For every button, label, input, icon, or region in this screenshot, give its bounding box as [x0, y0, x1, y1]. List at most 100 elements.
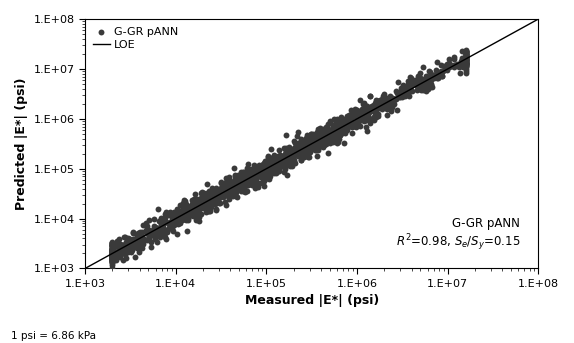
G-GR pANN [207, 201, 216, 207]
G-GR pANN [119, 234, 128, 240]
G-GR pANN [303, 145, 312, 150]
G-GR pANN [120, 252, 129, 257]
G-GR pANN [344, 120, 354, 125]
G-GR pANN [273, 153, 282, 158]
G-GR pANN [400, 93, 409, 98]
G-GR pANN [205, 199, 214, 205]
G-GR pANN [214, 200, 223, 205]
G-GR pANN [166, 224, 175, 230]
G-GR pANN [362, 115, 371, 120]
G-GR pANN [134, 246, 144, 251]
G-GR pANN [213, 192, 222, 198]
G-GR pANN [240, 189, 249, 194]
G-GR pANN [327, 137, 336, 142]
G-GR pANN [284, 150, 293, 155]
G-GR pANN [289, 150, 298, 155]
G-GR pANN [310, 147, 319, 153]
G-GR pANN [406, 81, 416, 87]
G-GR pANN [180, 214, 189, 220]
G-GR pANN [108, 257, 117, 262]
G-GR pANN [382, 106, 391, 111]
G-GR pANN [210, 190, 219, 195]
G-GR pANN [164, 220, 173, 225]
G-GR pANN [383, 112, 392, 118]
G-GR pANN [198, 199, 207, 204]
G-GR pANN [236, 184, 245, 189]
G-GR pANN [238, 182, 247, 188]
G-GR pANN [311, 134, 320, 140]
G-GR pANN [421, 78, 430, 84]
G-GR pANN [203, 201, 212, 206]
G-GR pANN [201, 199, 211, 204]
G-GR pANN [202, 205, 211, 211]
G-GR pANN [285, 150, 294, 155]
G-GR pANN [203, 198, 212, 203]
G-GR pANN [336, 120, 345, 126]
G-GR pANN [310, 141, 319, 146]
G-GR pANN [158, 223, 167, 228]
G-GR pANN [347, 130, 356, 135]
G-GR pANN [268, 166, 277, 172]
G-GR pANN [318, 139, 327, 145]
G-GR pANN [321, 124, 331, 129]
G-GR pANN [312, 147, 321, 153]
G-GR pANN [278, 161, 287, 167]
G-GR pANN [255, 167, 264, 172]
G-GR pANN [236, 173, 245, 178]
G-GR pANN [239, 176, 249, 181]
G-GR pANN [168, 221, 177, 226]
G-GR pANN [267, 159, 276, 165]
G-GR pANN [276, 160, 285, 165]
G-GR pANN [108, 253, 117, 259]
G-GR pANN [221, 187, 230, 193]
G-GR pANN [404, 90, 413, 95]
G-GR pANN [347, 107, 356, 113]
G-GR pANN [296, 138, 305, 143]
G-GR pANN [244, 182, 253, 188]
G-GR pANN [290, 160, 299, 166]
G-GR pANN [398, 82, 408, 88]
G-GR pANN [407, 88, 416, 93]
G-GR pANN [391, 96, 400, 102]
G-GR pANN [177, 217, 187, 223]
G-GR pANN [253, 167, 262, 172]
G-GR pANN [235, 180, 244, 185]
G-GR pANN [408, 82, 417, 88]
G-GR pANN [273, 166, 282, 172]
G-GR pANN [204, 194, 213, 200]
G-GR pANN [265, 165, 274, 170]
G-GR pANN [249, 179, 258, 185]
G-GR pANN [304, 153, 313, 159]
G-GR pANN [268, 164, 277, 169]
G-GR pANN [239, 169, 248, 175]
G-GR pANN [436, 69, 445, 74]
G-GR pANN [244, 180, 253, 185]
G-GR pANN [296, 149, 305, 155]
G-GR pANN [108, 247, 117, 252]
G-GR pANN [321, 141, 331, 146]
G-GR pANN [163, 228, 172, 233]
G-GR pANN [388, 104, 397, 109]
G-GR pANN [108, 257, 117, 263]
G-GR pANN [289, 157, 298, 163]
G-GR pANN [461, 58, 471, 63]
G-GR pANN [372, 98, 381, 104]
G-GR pANN [274, 155, 284, 161]
G-GR pANN [461, 57, 471, 62]
G-GR pANN [137, 246, 146, 251]
G-GR pANN [200, 197, 210, 202]
G-GR pANN [166, 219, 175, 225]
G-GR pANN [301, 135, 310, 141]
G-GR pANN [207, 198, 216, 203]
G-GR pANN [309, 138, 319, 143]
G-GR pANN [209, 194, 218, 200]
G-GR pANN [355, 123, 364, 128]
G-GR pANN [333, 118, 342, 124]
G-GR pANN [236, 182, 245, 188]
G-GR pANN [193, 202, 203, 208]
G-GR pANN [251, 177, 261, 182]
G-GR pANN [364, 115, 374, 121]
G-GR pANN [418, 82, 428, 87]
G-GR pANN [176, 212, 185, 217]
G-GR pANN [324, 138, 333, 143]
